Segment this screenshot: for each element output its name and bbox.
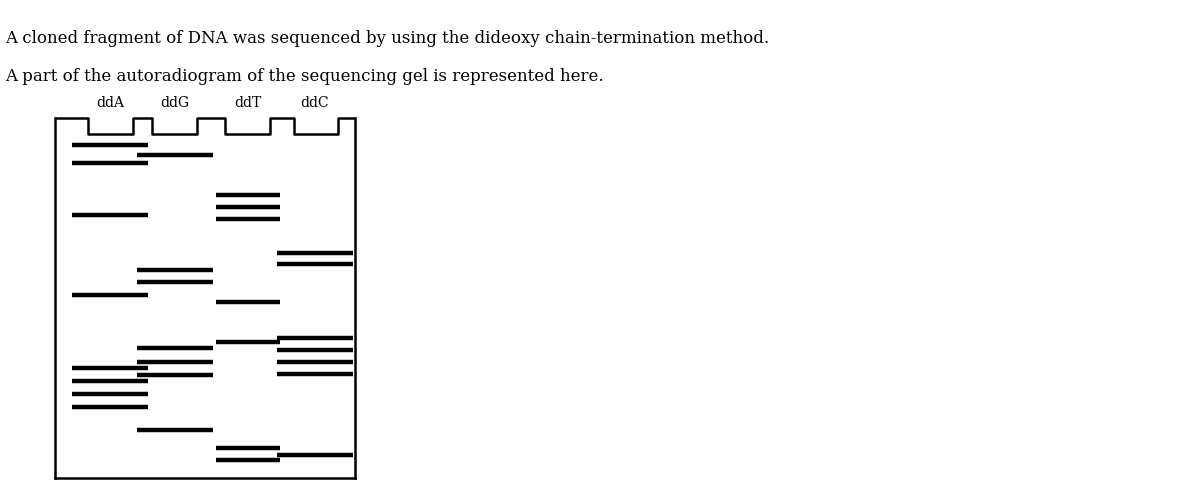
Text: A part of the autoradiogram of the sequencing gel is represented here.: A part of the autoradiogram of the seque…	[5, 68, 603, 85]
Text: ddA: ddA	[96, 96, 124, 110]
Text: ddG: ddG	[161, 96, 189, 110]
Text: ddT: ddT	[234, 96, 262, 110]
Text: ddC: ddC	[301, 96, 330, 110]
Text: A cloned fragment of DNA was sequenced by using the dideoxy chain-termination me: A cloned fragment of DNA was sequenced b…	[5, 30, 769, 47]
